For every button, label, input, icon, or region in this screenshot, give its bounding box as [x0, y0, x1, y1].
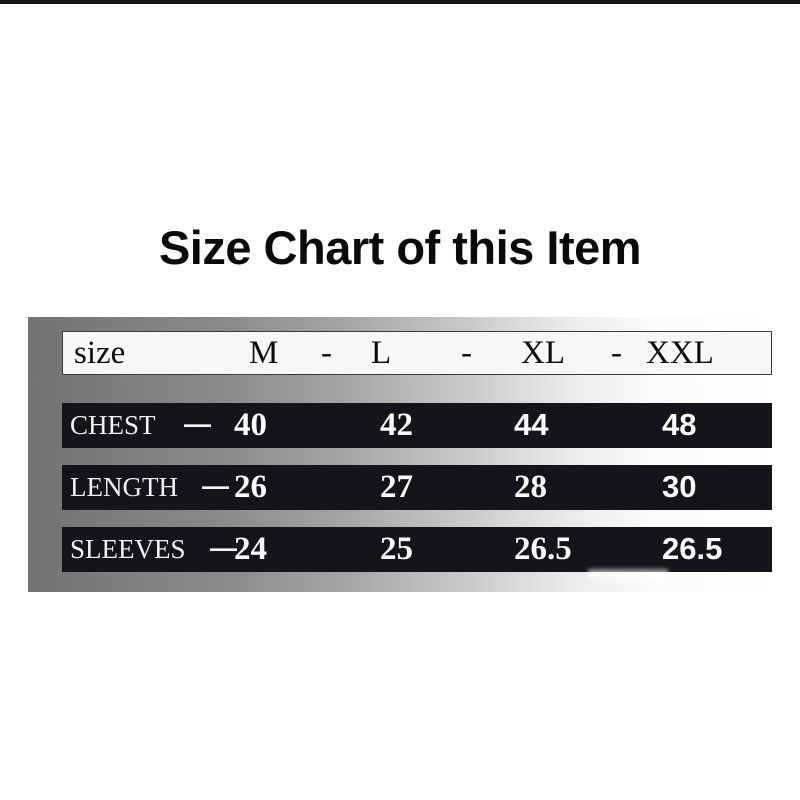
size-chart-table: size M - L - XL - XXL CHEST — 40 42 44 4… — [62, 317, 774, 592]
table-row: SLEEVES — 24 25 26.5 26.5 — [62, 527, 772, 572]
cell-length-m: 26 — [234, 469, 267, 505]
header-cell-l: L — [371, 335, 392, 371]
table-row: CHEST — 40 42 44 48 — [62, 403, 772, 448]
row-label-chest: CHEST — [70, 410, 156, 440]
row-dash-chest: — — [184, 409, 211, 439]
row-dash-sleeves: — — [210, 533, 237, 563]
cell-sleeves-m: 24 — [234, 531, 267, 567]
row-dash-length: — — [202, 471, 229, 501]
cell-sleeves-xxl: 26.5 — [662, 531, 723, 566]
header-separator-3: - — [611, 335, 622, 371]
cell-chest-xxl: 48 — [662, 407, 697, 442]
cell-chest-m: 40 — [234, 407, 267, 443]
cell-chest-xl: 44 — [514, 407, 549, 442]
cell-sleeves-l: 25 — [380, 531, 413, 567]
page-title: Size Chart of this Item — [158, 221, 642, 274]
cell-chest-l: 42 — [380, 407, 413, 443]
header-separator-1: - — [321, 335, 332, 371]
cell-length-xxl: 30 — [662, 469, 697, 504]
table-row: LENGTH — 26 27 28 30 — [62, 465, 772, 510]
header-cell-xl: XL — [521, 335, 565, 371]
row-label-sleeves: SLEEVES — [70, 534, 186, 564]
row-label-length: LENGTH — [70, 472, 178, 502]
header-cell-size: size — [74, 335, 126, 371]
header-separator-2: - — [461, 335, 472, 371]
size-chart-panel: size M - L - XL - XXL CHEST — 40 42 44 4… — [28, 317, 776, 592]
header-cell-m: M — [249, 335, 279, 371]
cell-length-l: 27 — [380, 469, 413, 505]
cell-length-xl: 28 — [514, 469, 547, 505]
top-edge-strip — [0, 0, 800, 4]
table-header-row: size M - L - XL - XXL — [62, 331, 772, 375]
header-cell-xxl: XXL — [646, 335, 714, 371]
cell-sleeves-xl: 26.5 — [514, 531, 572, 567]
panel-smudge — [588, 569, 668, 581]
